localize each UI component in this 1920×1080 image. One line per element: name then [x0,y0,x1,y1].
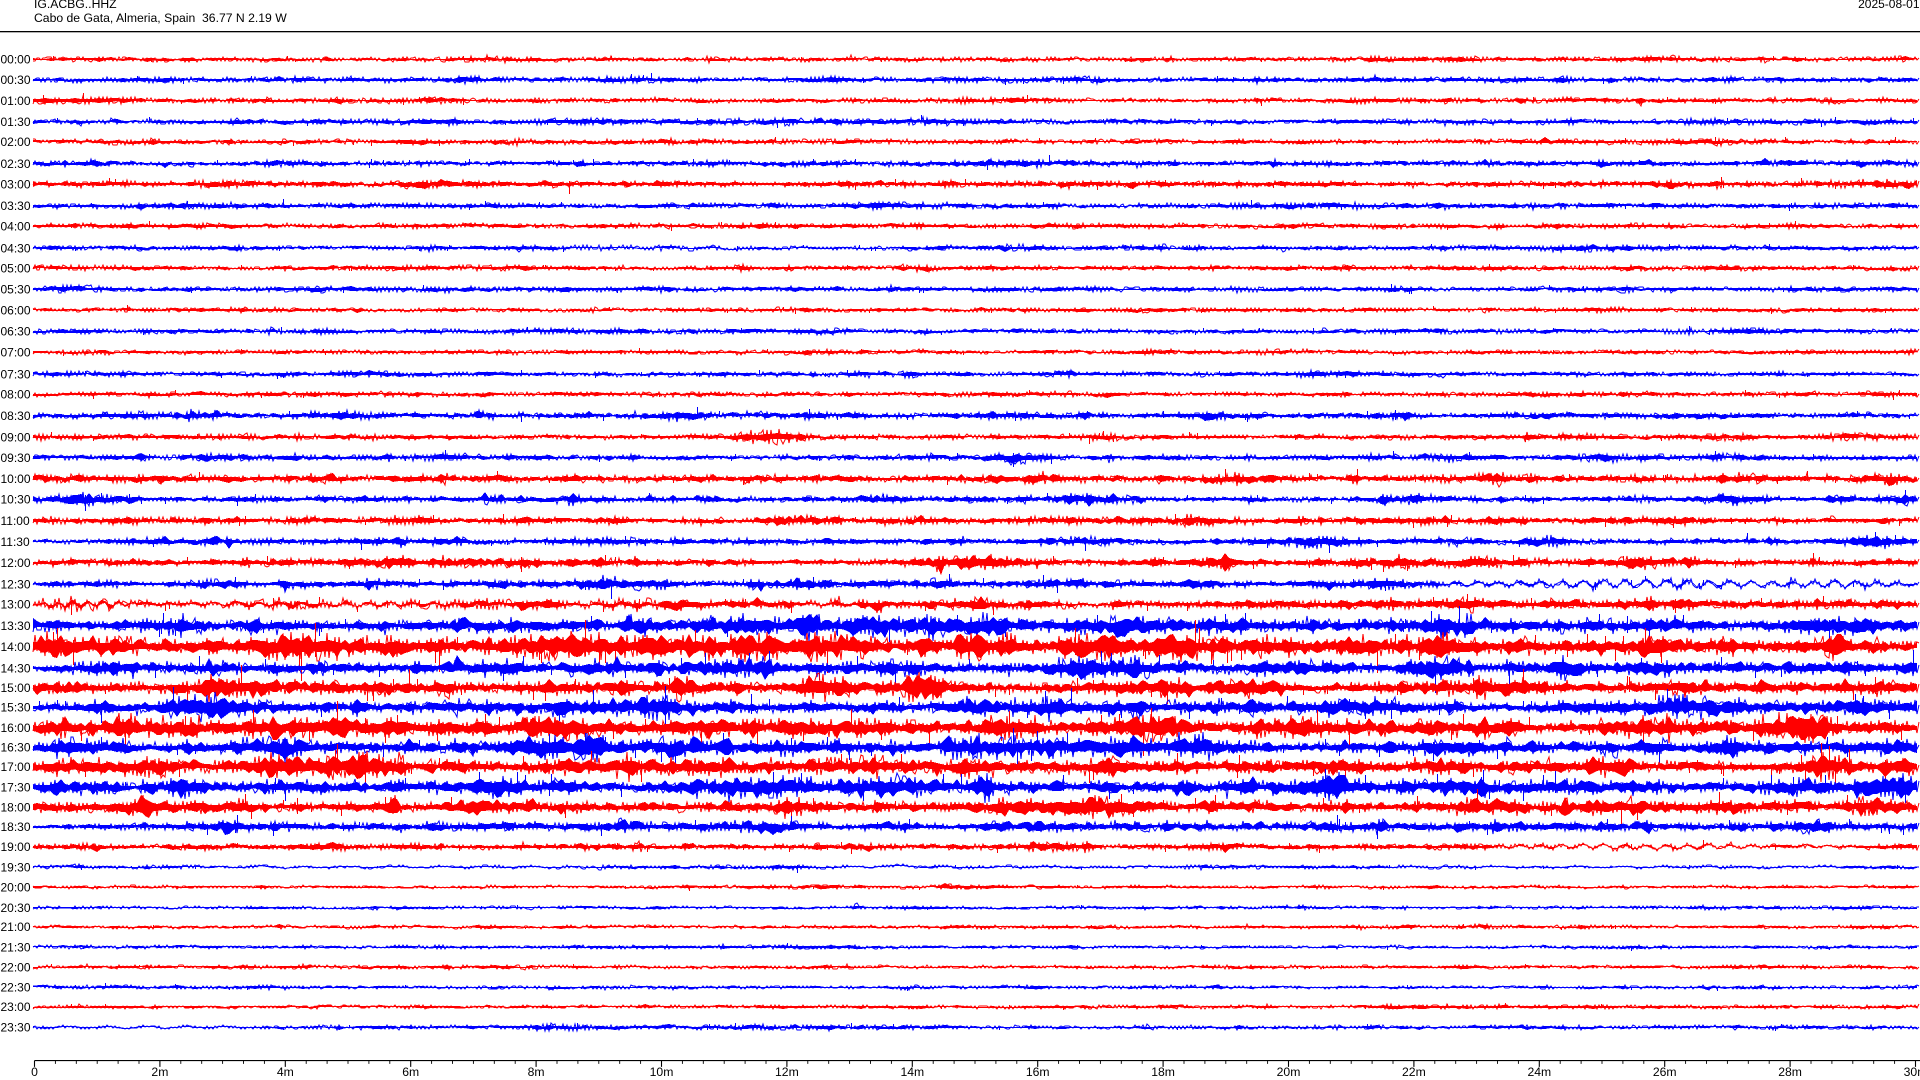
svg-text:4m: 4m [277,1065,294,1079]
svg-text:19:00: 19:00 [1,840,31,854]
svg-text:10:00: 10:00 [1,472,31,486]
svg-text:22:30: 22:30 [1,981,31,995]
svg-text:12m: 12m [775,1065,799,1079]
svg-text:13:30: 13:30 [1,619,31,633]
svg-text:13:00: 13:00 [1,598,31,612]
svg-text:16:30: 16:30 [1,741,31,755]
svg-text:6m: 6m [402,1065,419,1079]
svg-text:26m: 26m [1653,1065,1677,1079]
svg-text:15:30: 15:30 [1,701,31,715]
svg-text:18:00: 18:00 [1,800,31,814]
svg-text:30m: 30m [1904,1065,1920,1079]
svg-text:14:00: 14:00 [1,640,31,654]
svg-text:14m: 14m [900,1065,924,1079]
svg-text:19:30: 19:30 [1,860,31,874]
svg-text:01:30: 01:30 [1,115,31,129]
svg-text:07:30: 07:30 [1,368,31,382]
svg-text:17:30: 17:30 [1,780,31,794]
svg-text:23:00: 23:00 [1,1000,31,1014]
svg-text:04:00: 04:00 [1,219,31,233]
svg-text:07:00: 07:00 [1,346,31,360]
svg-text:09:00: 09:00 [1,430,31,444]
svg-text:04:30: 04:30 [1,241,31,255]
svg-text:22m: 22m [1402,1065,1426,1079]
svg-text:16m: 16m [1026,1065,1050,1079]
svg-text:17:00: 17:00 [1,760,31,774]
svg-text:12:00: 12:00 [1,556,31,570]
svg-text:Cabo de Gata, Almeria, Spain: Cabo de Gata, Almeria, Spain 36.77 N 2.1… [34,11,287,25]
svg-text:02:00: 02:00 [1,135,31,149]
svg-text:06:00: 06:00 [1,303,31,317]
svg-text:06:30: 06:30 [1,325,31,339]
svg-text:15:00: 15:00 [1,681,31,695]
svg-text:28m: 28m [1778,1065,1802,1079]
svg-text:11:00: 11:00 [1,514,30,528]
svg-text:20:00: 20:00 [1,880,31,894]
svg-text:2025-08-01: 2025-08-01 [1858,0,1920,11]
svg-text:10m: 10m [650,1065,674,1079]
svg-text:IG.ACBG..HHZ: IG.ACBG..HHZ [34,0,117,11]
svg-text:2m: 2m [151,1065,168,1079]
svg-text:00:30: 00:30 [1,73,31,87]
svg-text:18:30: 18:30 [1,820,31,834]
svg-text:03:00: 03:00 [1,177,31,191]
svg-text:10:30: 10:30 [1,493,31,507]
svg-text:8m: 8m [528,1065,545,1079]
svg-text:11:30: 11:30 [1,535,30,549]
svg-text:23:30: 23:30 [1,1021,31,1035]
svg-text:22:00: 22:00 [1,960,31,974]
svg-text:21:30: 21:30 [1,940,31,954]
svg-text:0: 0 [31,1065,38,1079]
svg-text:21:00: 21:00 [1,920,31,934]
svg-text:12:30: 12:30 [1,577,31,591]
svg-text:03:30: 03:30 [1,199,31,213]
svg-text:24m: 24m [1527,1065,1551,1079]
svg-text:05:30: 05:30 [1,283,31,297]
svg-text:08:00: 08:00 [1,388,31,402]
svg-text:20:30: 20:30 [1,901,31,915]
svg-text:20m: 20m [1277,1065,1301,1079]
svg-text:00:00: 00:00 [1,53,31,67]
svg-text:05:00: 05:00 [1,261,31,275]
svg-text:16:00: 16:00 [1,721,31,735]
svg-text:14:30: 14:30 [1,661,31,675]
svg-text:02:30: 02:30 [1,157,31,171]
svg-text:01:00: 01:00 [1,94,31,108]
svg-text:08:30: 08:30 [1,409,31,423]
svg-text:18m: 18m [1151,1065,1175,1079]
svg-text:09:30: 09:30 [1,451,31,465]
